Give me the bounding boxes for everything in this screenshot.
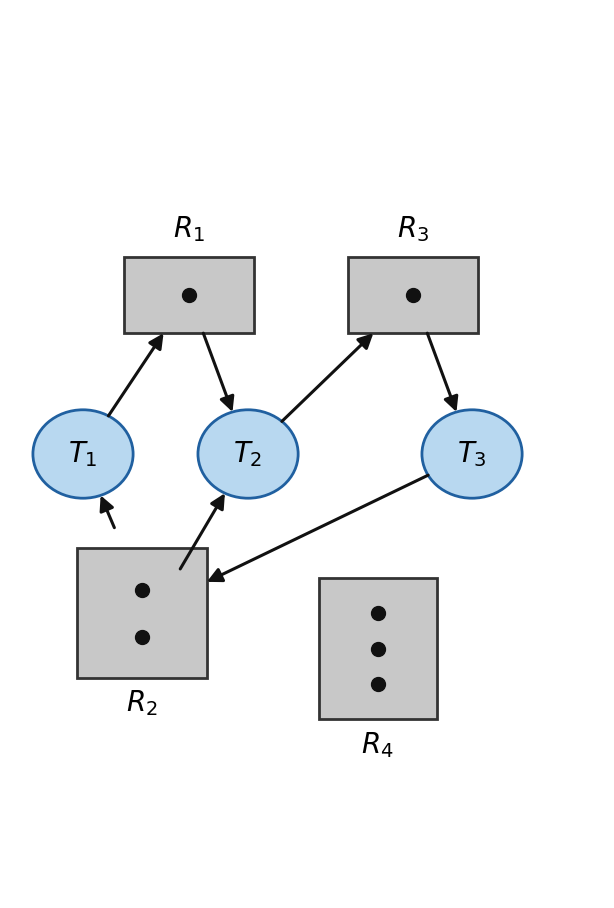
Ellipse shape bbox=[422, 410, 522, 498]
Text: $R_2$: $R_2$ bbox=[126, 688, 158, 718]
Text: $T_2$: $T_2$ bbox=[233, 439, 263, 469]
Ellipse shape bbox=[33, 410, 133, 498]
Text: $R_3$: $R_3$ bbox=[397, 213, 429, 243]
Text: $R_1$: $R_1$ bbox=[173, 213, 205, 243]
FancyBboxPatch shape bbox=[348, 257, 478, 333]
FancyBboxPatch shape bbox=[124, 257, 254, 333]
Text: $T_3$: $T_3$ bbox=[457, 439, 487, 469]
Text: $T_1$: $T_1$ bbox=[68, 439, 98, 469]
FancyBboxPatch shape bbox=[77, 548, 207, 678]
Ellipse shape bbox=[198, 410, 298, 498]
FancyBboxPatch shape bbox=[319, 577, 437, 719]
Text: $R_4$: $R_4$ bbox=[362, 730, 394, 760]
